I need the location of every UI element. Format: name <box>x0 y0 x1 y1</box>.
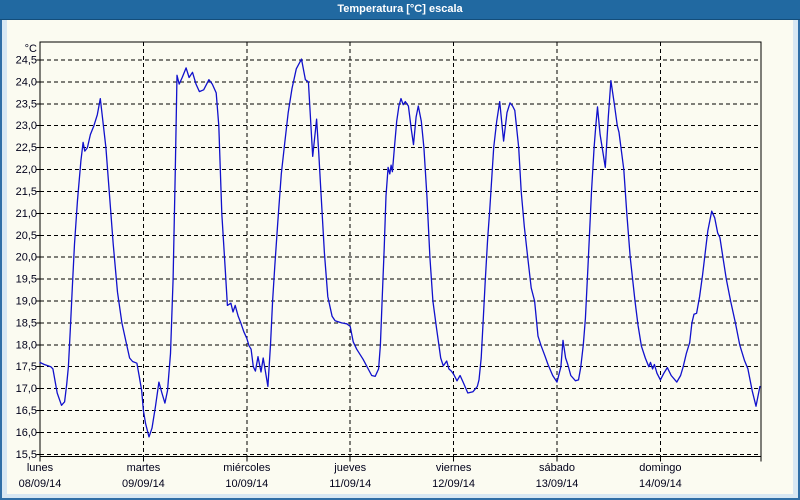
temperature-line <box>39 58 761 438</box>
y-tick-label: 23,0 <box>16 120 37 132</box>
y-tick-label: 17,5 <box>16 361 37 373</box>
x-axis-day-date: 09/09/14 <box>122 478 165 490</box>
y-axis-unit-label: °C <box>25 43 37 55</box>
y-tick-label: 22,0 <box>16 164 37 176</box>
x-axis-day-date: 08/09/14 <box>19 478 62 490</box>
x-axis-day-name: viernes <box>436 462 472 474</box>
x-axis-day-name: martes <box>127 462 161 474</box>
x-axis-day-name: lunes <box>27 462 54 474</box>
y-tick-label: 15,5 <box>16 449 37 461</box>
y-tick-label: 16,0 <box>16 427 37 439</box>
x-axis-day-date: 10/09/14 <box>225 478 268 490</box>
y-tick-label: 16,5 <box>16 405 37 417</box>
x-axis-day-name: sábado <box>539 462 575 474</box>
x-axis-day-date: 11/09/14 <box>329 478 371 490</box>
x-axis-day-date: 12/09/14 <box>432 478 475 490</box>
window-title-bar: Temperatura [°C] escala <box>0 0 800 20</box>
x-axis-day-name: domingo <box>639 462 681 474</box>
y-tick-label: 22,5 <box>16 142 37 154</box>
y-tick-label: 24,5 <box>16 55 37 67</box>
y-tick-label: 18,5 <box>16 317 37 329</box>
y-tick-label: 21,5 <box>16 186 37 198</box>
window-title: Temperatura [°C] escala <box>337 3 463 15</box>
y-tick-label: 18,0 <box>16 339 37 351</box>
x-axis-day-name: miércoles <box>223 462 271 474</box>
y-tick-label: 17,0 <box>16 383 37 395</box>
x-axis-day-name: jueves <box>333 462 366 474</box>
y-tick-label: 23,5 <box>16 98 37 110</box>
y-tick-label: 20,0 <box>16 252 37 264</box>
y-tick-label: 20,5 <box>16 230 37 242</box>
y-tick-label: 19,5 <box>16 274 37 286</box>
y-tick-label: 24,0 <box>16 76 37 88</box>
x-axis-day-date: 13/09/14 <box>536 478 579 490</box>
x-axis-day-date: 14/09/14 <box>639 478 682 490</box>
y-tick-label: 19,0 <box>16 296 37 308</box>
y-tick-label: 21,0 <box>16 208 37 220</box>
plot-border <box>39 41 762 457</box>
